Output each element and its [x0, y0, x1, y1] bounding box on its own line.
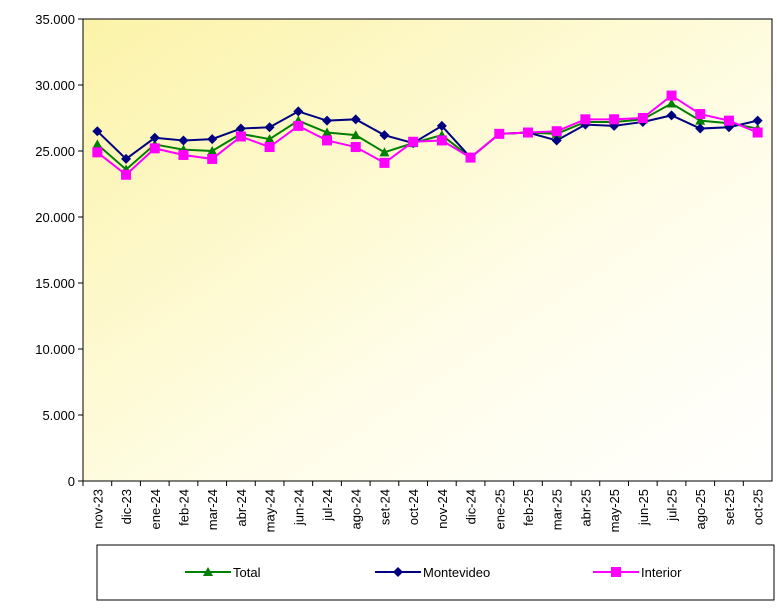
data-point	[235, 123, 246, 134]
data-point	[522, 127, 533, 138]
y-tick-label: 0	[68, 474, 75, 489]
x-tick-label: jul-24	[320, 489, 335, 522]
data-point	[609, 114, 620, 125]
data-point	[580, 114, 591, 125]
data-point	[322, 115, 333, 126]
data-point	[322, 135, 333, 146]
legend-marker	[393, 567, 403, 577]
x-tick-label: mar-24	[205, 489, 220, 530]
data-point	[264, 122, 275, 133]
x-tick-label: oct-24	[406, 489, 421, 525]
data-point	[350, 114, 361, 125]
data-point	[436, 135, 447, 146]
data-point	[379, 147, 390, 157]
data-point	[92, 147, 103, 158]
data-point	[666, 110, 677, 121]
legend-marker	[203, 567, 213, 576]
plot-area	[82, 18, 773, 482]
x-tick-label: may-25	[607, 489, 622, 532]
data-point	[436, 120, 447, 131]
x-tick-label: abr-24	[234, 489, 249, 527]
x-tick-label: feb-24	[176, 489, 191, 526]
x-tick-label: nov-23	[90, 489, 105, 529]
legend-label: Interior	[641, 565, 682, 580]
data-point	[92, 139, 103, 149]
legend-marker	[611, 567, 621, 577]
data-point	[666, 90, 677, 101]
x-tick-label: ago-25	[693, 489, 708, 529]
data-point	[293, 120, 304, 131]
x-tick-label: oct-25	[751, 489, 766, 525]
x-tick-label: set-25	[722, 489, 737, 525]
y-tick-label: 20.000	[35, 210, 75, 225]
data-point	[695, 123, 706, 134]
x-tick-label: abr-25	[578, 489, 593, 527]
data-point	[350, 130, 361, 140]
y-tick-label: 25.000	[35, 144, 75, 159]
x-tick-label: jun-24	[291, 489, 306, 526]
x-tick-label: dic-24	[464, 489, 479, 524]
data-point	[551, 126, 562, 137]
data-point	[264, 142, 275, 153]
data-point	[551, 135, 562, 146]
y-tick-label: 30.000	[35, 78, 75, 93]
data-point	[494, 128, 505, 139]
legend-label: Total	[233, 565, 261, 580]
data-point	[322, 127, 333, 137]
data-point	[92, 126, 103, 137]
data-point	[293, 106, 304, 117]
y-tick-label: 10.000	[35, 342, 75, 357]
x-tick-label: set-24	[377, 489, 392, 525]
data-point	[207, 153, 218, 164]
data-point	[235, 131, 246, 142]
data-point	[178, 135, 189, 146]
data-point	[723, 115, 734, 126]
data-point	[695, 109, 706, 120]
data-point	[666, 98, 677, 108]
data-point	[121, 153, 132, 164]
x-tick-label: nov-24	[435, 489, 450, 529]
data-point	[752, 115, 763, 126]
data-point	[178, 149, 189, 160]
data-point	[752, 127, 763, 138]
data-point	[207, 146, 218, 155]
x-tick-label: ene-25	[492, 489, 507, 529]
data-point	[264, 134, 275, 144]
x-tick-label: dic-23	[119, 489, 134, 524]
data-point	[465, 152, 476, 163]
x-tick-label: may-24	[263, 489, 278, 532]
x-tick-label: mar-25	[550, 489, 565, 530]
data-point	[149, 132, 160, 143]
x-tick-label: ago-24	[349, 489, 364, 529]
x-tick-label: jul-25	[665, 489, 680, 522]
data-point	[695, 115, 706, 125]
data-point	[350, 142, 361, 153]
y-tick-label: 5.000	[42, 408, 75, 423]
y-tick-label: 35.000	[35, 12, 75, 27]
x-tick-label: feb-25	[521, 489, 536, 526]
data-point	[149, 143, 160, 154]
data-point	[379, 130, 390, 141]
x-tick-label: jun-25	[636, 489, 651, 526]
x-tick-label: ene-24	[148, 489, 163, 529]
y-tick-label: 15.000	[35, 276, 75, 291]
data-point	[408, 136, 419, 147]
data-point	[121, 169, 132, 180]
data-point	[379, 157, 390, 168]
data-point	[207, 134, 218, 145]
legend-label: Montevideo	[423, 565, 490, 580]
data-point	[637, 113, 648, 123]
